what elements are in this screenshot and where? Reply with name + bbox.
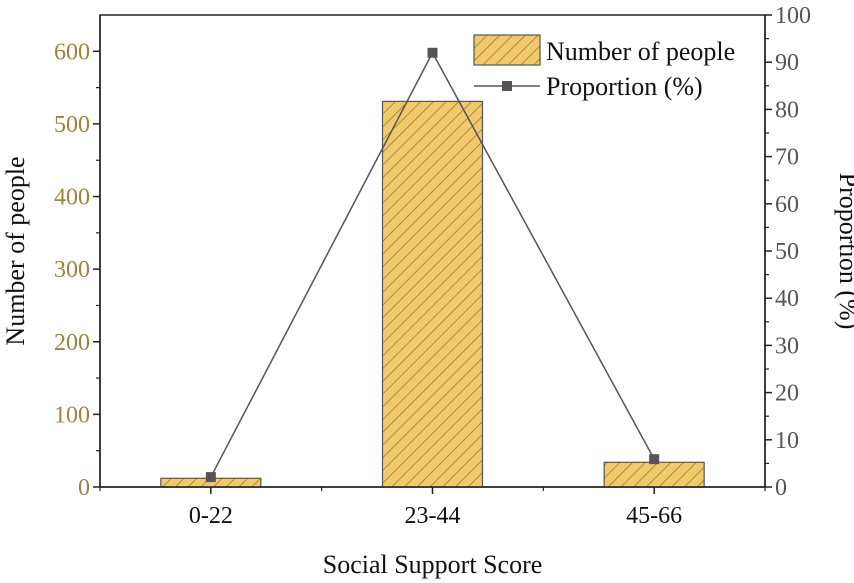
legend-label-proportion: Proportion (%) [546, 72, 703, 101]
right-tick-label: 60 [775, 192, 799, 218]
bar-23-44 [381, 100, 484, 488]
left-tick-label: 200 [54, 330, 90, 356]
right-tick-label: 50 [775, 239, 799, 265]
legend-bar-swatch [473, 34, 541, 66]
plot-area [99, 14, 766, 488]
left-tick-label: 0 [78, 475, 90, 501]
proportion-point-45-66 [649, 454, 660, 465]
x-tick-label-45-66: 45-66 [626, 503, 682, 529]
legend-line-marker [502, 81, 512, 91]
legend-label-number-of-people: Number of people [546, 37, 735, 66]
x-tick-label-23-44: 23-44 [405, 503, 461, 529]
bars [160, 100, 705, 488]
x-tick-label-0-22: 0-22 [189, 503, 233, 529]
bar-45-66 [603, 461, 705, 488]
right-tick-label: 100 [775, 3, 811, 29]
x-axis-title: Social Support Score [323, 550, 543, 579]
right-tick-label: 40 [775, 286, 799, 312]
proportion-point-0-22 [205, 472, 216, 483]
right-tick-label: 0 [775, 475, 787, 501]
right-tick-label: 30 [775, 333, 799, 359]
left-tick-label: 300 [54, 257, 90, 283]
right-tick-label: 90 [775, 50, 799, 76]
right-tick-label: 80 [775, 97, 799, 123]
proportion-line-series [205, 47, 660, 483]
x-axis: 0-22 23-44 45-66 [99, 486, 766, 529]
left-axis-title: Number of people [1, 156, 30, 345]
legend: Number of people Proportion (%) [473, 34, 735, 101]
right-axis: 0 10 20 30 40 50 60 70 80 90 100 [764, 3, 811, 501]
right-tick-label: 20 [775, 381, 799, 407]
left-tick-label: 400 [54, 185, 90, 211]
left-tick-label: 100 [54, 402, 90, 428]
proportion-point-23-44 [427, 47, 438, 58]
right-axis-title: Proportion (%) [834, 173, 854, 330]
left-tick-label: 500 [54, 112, 90, 138]
right-tick-label: 70 [775, 145, 799, 171]
left-axis: 0 100 200 300 400 500 600 [54, 15, 101, 501]
left-tick-label: 600 [54, 39, 90, 65]
right-tick-label: 10 [775, 428, 799, 454]
